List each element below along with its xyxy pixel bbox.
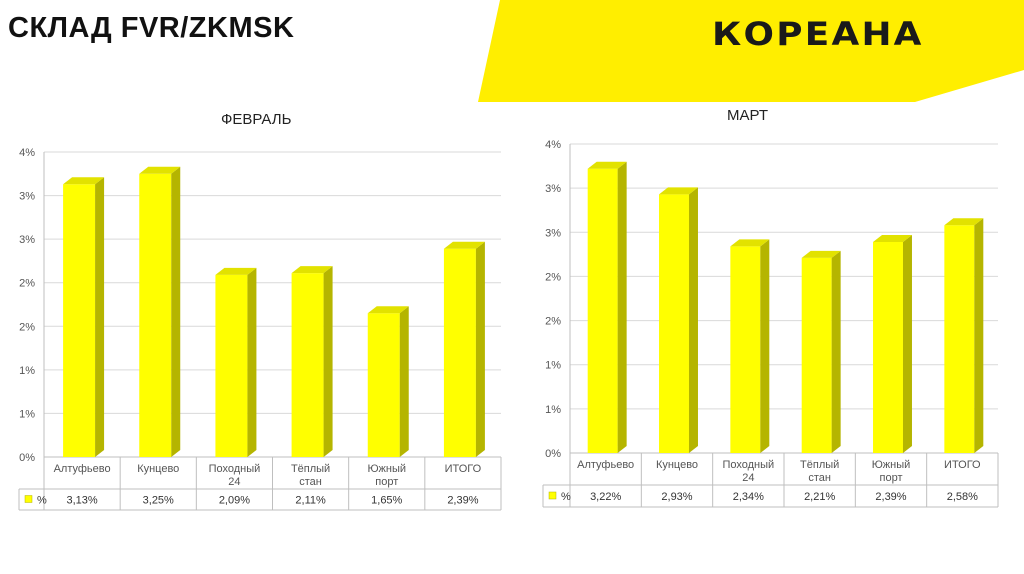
y-tick-label: 1% xyxy=(545,360,561,372)
bar-top xyxy=(944,218,984,226)
bar xyxy=(587,168,618,453)
x-tick-label: Тёплый стан xyxy=(800,459,839,484)
bar-side xyxy=(617,161,627,453)
legend-swatch xyxy=(24,495,33,503)
bar-top xyxy=(443,241,485,249)
bar-side xyxy=(688,187,698,453)
bar xyxy=(944,225,975,453)
bar-side xyxy=(247,267,257,457)
bar-side xyxy=(171,166,181,458)
bar-top xyxy=(215,267,257,275)
x-tick-label: Южный порт xyxy=(367,463,406,488)
legend-swatch xyxy=(548,491,557,500)
bar-top xyxy=(291,266,333,274)
y-tick-label: 2% xyxy=(545,271,561,283)
bar-side xyxy=(974,218,984,453)
bar-side xyxy=(95,177,105,457)
y-tick-label: 1% xyxy=(19,365,35,377)
y-tick-label: 4% xyxy=(545,139,561,151)
bar-top xyxy=(873,234,912,242)
legend-label: % xyxy=(561,491,571,503)
data-label: 2,21% xyxy=(804,491,835,503)
bar-side xyxy=(902,234,912,453)
data-label: 2,93% xyxy=(661,491,692,503)
chart-title-march: МАРТ xyxy=(727,107,768,124)
bar-top xyxy=(367,306,409,314)
x-tick-label: Кунцево xyxy=(137,463,179,475)
legend-label: % xyxy=(37,495,47,507)
bar-side xyxy=(475,241,485,457)
data-label: 2,39% xyxy=(447,495,478,507)
bar xyxy=(443,248,476,457)
y-tick-label: 2% xyxy=(19,278,35,290)
bar xyxy=(291,273,324,457)
y-tick-label: 3% xyxy=(545,227,561,239)
bar-side xyxy=(399,306,409,457)
bar xyxy=(730,246,761,453)
bar-top xyxy=(659,187,698,195)
y-tick-label: 3% xyxy=(19,234,35,246)
y-tick-label: 0% xyxy=(19,452,35,464)
x-tick-label: ИТОГО xyxy=(944,459,981,471)
data-label: 2,58% xyxy=(947,491,978,503)
y-tick-label: 4% xyxy=(19,147,35,159)
data-label: 1,65% xyxy=(371,495,402,507)
data-label: 2,39% xyxy=(875,491,906,503)
bar xyxy=(139,173,172,458)
bar-side xyxy=(831,250,841,453)
y-tick-label: 1% xyxy=(19,408,35,420)
data-label: 3,25% xyxy=(143,495,174,507)
y-tick-label: 2% xyxy=(19,321,35,333)
brand-logo: КОРЕАНА xyxy=(712,15,924,53)
y-tick-label: 2% xyxy=(545,316,561,328)
bar-side xyxy=(760,239,770,453)
bar-top xyxy=(801,250,841,258)
data-label: 2,09% xyxy=(219,495,250,507)
x-tick-label: Алтуфьево xyxy=(54,463,111,475)
x-tick-label: Тёплый стан xyxy=(291,463,330,488)
x-tick-label: Алтуфьево xyxy=(577,459,634,471)
bar-side xyxy=(323,266,333,457)
y-tick-label: 3% xyxy=(545,183,561,195)
data-label: 2,34% xyxy=(733,491,764,503)
x-tick-label: Походный 24 xyxy=(722,459,774,484)
bar xyxy=(801,257,832,453)
chart-title-february: ФЕВРАЛЬ xyxy=(221,111,292,128)
y-tick-label: 3% xyxy=(19,191,35,203)
x-tick-label: Походный 24 xyxy=(209,463,261,488)
bar xyxy=(873,241,903,453)
bar xyxy=(367,313,400,457)
yellow-banner xyxy=(478,0,1024,102)
data-label: 2,11% xyxy=(295,495,326,507)
bar-top xyxy=(587,161,627,169)
data-label: 3,13% xyxy=(66,495,97,507)
page-title: СКЛАД FVR/ZKMSK xyxy=(8,12,295,44)
x-tick-label: ИТОГО xyxy=(445,463,482,475)
x-tick-label: Южный порт xyxy=(872,459,911,484)
y-tick-label: 1% xyxy=(545,404,561,416)
bar-top xyxy=(63,177,105,185)
x-tick-label: Кунцево xyxy=(656,459,698,471)
y-tick-label: 0% xyxy=(545,448,561,460)
bar xyxy=(63,184,96,457)
data-label: 3,22% xyxy=(590,491,621,503)
bar xyxy=(659,194,689,453)
bar-top xyxy=(139,166,181,174)
bar xyxy=(215,274,248,457)
bar-top xyxy=(730,239,770,247)
